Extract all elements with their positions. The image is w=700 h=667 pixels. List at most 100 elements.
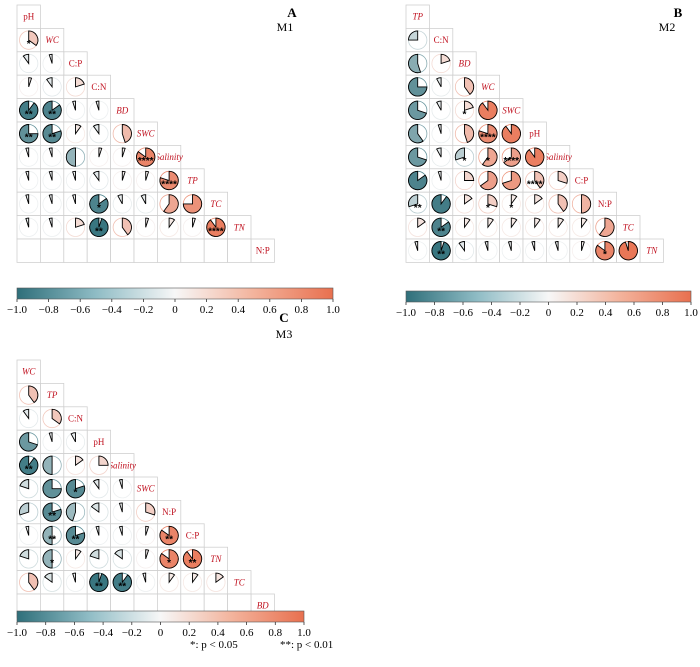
pie-slice [464,170,475,181]
variable-label: WC [22,367,36,377]
pie-slice [414,241,419,251]
pie-slice [48,53,53,64]
variable-label: SWC [137,129,156,139]
variable-label: TC [210,199,222,209]
significance-mark: ** [437,226,445,237]
pie-slice [436,147,442,158]
pie-slice [581,194,592,214]
panel-letter: B [674,5,683,20]
significance-mark: ** [118,581,126,592]
pie-slice [28,77,33,88]
pie-slice [121,124,132,144]
pie-slice [534,217,541,229]
colorbar-tick-label: −0.4 [102,304,122,316]
correlation-cell [40,238,65,263]
colorbar-tick-label: 1.0 [297,627,311,639]
variable-label: TP [412,12,423,22]
pie-slice [437,124,442,134]
pie-slice [114,549,123,560]
pie-slice [464,194,473,205]
variable-label: SWC [502,105,521,115]
pie-slice [118,479,123,489]
pie-slice [408,147,428,167]
pie-slice [98,147,103,158]
pie-slice [510,217,518,229]
pie-slice [215,572,224,584]
pie-slice [534,194,543,205]
variable-label: BD [459,59,471,69]
pie-slice [431,217,451,237]
pie-slice [92,170,100,182]
pie-slice [618,241,638,261]
significance-mark: ** [165,535,173,546]
pie-slice [65,525,86,546]
correlation-cell [110,238,135,263]
pie-slice [25,525,30,536]
significance-mark: ** [414,203,422,214]
pie-slice [163,194,179,214]
pie-slice [182,194,203,214]
colorbar-tick-label: 0.4 [231,304,245,316]
variable-label: pH [93,437,105,447]
pie-slice [501,170,521,191]
variable-label: TN [646,246,658,256]
significance-mark: **** [480,133,496,144]
pie-slice [479,170,498,191]
colorbar-tick-label: 0.4 [211,627,225,639]
panel-b: BM2TPC:NBDWCSWCpHSalinityC:PN:PTCTN*****… [396,4,698,319]
significance-mark: * [463,156,467,167]
colorbar [16,610,305,623]
pie-slice [525,147,545,167]
pie-slice [408,53,422,74]
colorbar-tick-label: −0.4 [482,307,502,319]
variable-label: N:P [162,507,176,517]
significance-mark: * [167,558,171,569]
significance-mark: ** [95,226,103,237]
pie-slice [65,147,76,167]
pie-slice [25,170,30,181]
colorbar-tick-label: −0.2 [510,307,530,319]
pie-slice [487,194,498,208]
pie-slice [595,241,615,261]
pie-slice [192,217,196,228]
pie-slice [436,77,442,88]
pie-slice [478,124,498,144]
correlation-cell [180,238,205,263]
significance-mark: ** [48,535,56,546]
pie-slice [25,147,30,158]
significance-mark: ** [25,464,33,475]
variable-label: TN [210,554,222,564]
pie-slice [437,170,442,181]
significance-mark: ** [437,250,445,261]
pie-slice [408,194,419,208]
pie-slice [454,147,465,161]
pie-slice [168,217,176,229]
colorbar-tick-label: −0.8 [39,304,59,316]
pie-slice [22,53,30,65]
pie-slice [484,241,489,251]
pie-slice [121,147,126,158]
pie-slice [75,217,85,228]
correlation-cell [156,238,182,263]
variable-label: pH [529,129,541,139]
pie-slice [507,241,512,251]
colorbar-tick-label: 0.2 [182,627,196,639]
pie-slice [75,124,82,136]
pie-slice [44,572,53,584]
pie-slice [168,572,176,584]
panel-letter: A [287,5,297,20]
pie-slice [140,194,147,205]
pie-slice [557,194,568,212]
variable-label: WC [481,82,495,92]
pie-slice [48,147,53,158]
pie-slice [581,241,585,251]
pie-slice [481,147,498,167]
significance-mark: * [97,203,101,214]
pie-slice [142,572,147,583]
pie-slice [145,549,150,560]
panel-letter: C [279,310,288,325]
pie-slice [431,241,451,261]
pie-slice [42,525,53,546]
colorbar-tick-label: 0.8 [656,307,670,319]
pie-slice [19,455,39,475]
